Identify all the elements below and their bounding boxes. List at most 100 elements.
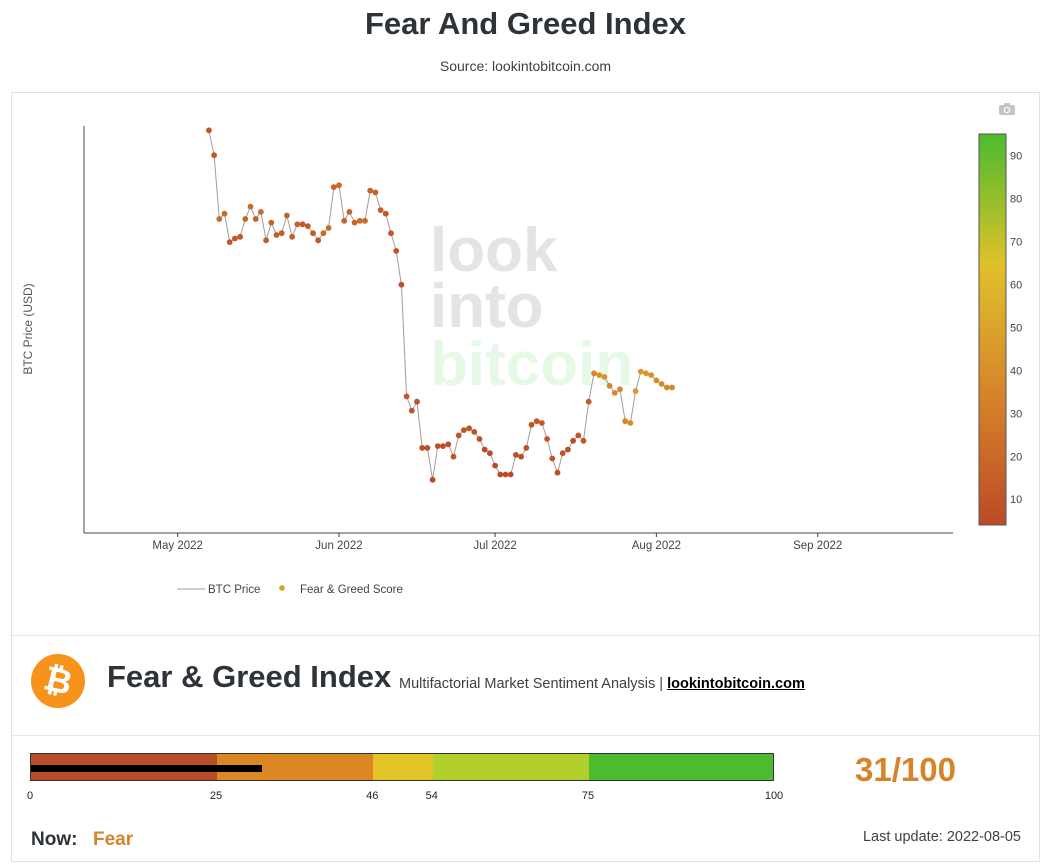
fear-greed-point[interactable] <box>362 217 368 224</box>
fear-greed-point[interactable] <box>424 445 431 451</box>
fear-greed-point[interactable] <box>476 436 483 442</box>
fear-greed-point[interactable] <box>596 372 603 378</box>
fear-greed-point[interactable] <box>310 230 316 237</box>
fear-greed-point[interactable] <box>663 384 670 391</box>
fear-greed-point[interactable] <box>585 398 592 405</box>
fear-greed-point[interactable] <box>648 372 655 378</box>
fear-greed-point[interactable] <box>325 225 332 231</box>
fear-greed-point[interactable] <box>403 393 410 400</box>
fear-greed-point[interactable] <box>445 441 452 448</box>
fear-greed-point[interactable] <box>565 446 571 453</box>
fear-greed-point[interactable] <box>513 452 519 458</box>
fear-greed-point[interactable] <box>606 382 613 389</box>
fear-greed-point[interactable] <box>528 421 535 428</box>
legend-score-label[interactable]: Fear & Greed Score <box>300 584 403 596</box>
fear-greed-point[interactable] <box>247 203 254 210</box>
fear-greed-point[interactable] <box>278 230 285 237</box>
fear-greed-point[interactable] <box>466 425 472 432</box>
fear-greed-point[interactable] <box>669 384 675 391</box>
price-chart[interactable]: lookintobitcoin BTC Price (USD) May 2022 Ju… <box>12 93 1041 636</box>
fear-greed-point[interactable] <box>356 217 363 224</box>
fear-greed-point[interactable] <box>273 232 280 238</box>
fear-greed-point[interactable] <box>232 235 238 242</box>
fear-greed-point[interactable] <box>455 432 462 439</box>
fear-greed-point[interactable] <box>523 445 530 451</box>
fear-greed-point[interactable] <box>497 471 504 478</box>
fear-greed-point[interactable] <box>533 418 540 425</box>
fear-greed-point[interactable] <box>372 189 379 196</box>
fear-greed-point[interactable] <box>518 453 524 460</box>
fear-greed-point[interactable] <box>575 432 582 439</box>
fear-greed-point[interactable] <box>450 453 457 460</box>
fear-greed-point[interactable] <box>341 217 348 224</box>
gauge-segment <box>589 754 773 780</box>
fear-greed-point[interactable] <box>258 209 264 215</box>
fear-greed-point[interactable] <box>627 420 634 426</box>
fear-greed-point[interactable] <box>434 443 441 449</box>
fear-greed-point[interactable] <box>502 471 509 478</box>
fear-greed-point[interactable] <box>622 418 629 425</box>
fear-greed-point[interactable] <box>382 210 389 217</box>
fear-greed-point[interactable] <box>601 374 608 380</box>
fear-greed-point[interactable] <box>242 216 249 222</box>
fear-greed-point[interactable] <box>637 368 644 375</box>
fear-greed-point[interactable] <box>304 223 311 230</box>
fear-greed-point[interactable] <box>346 209 353 215</box>
fear-greed-point[interactable] <box>330 184 337 190</box>
camera-icon[interactable] <box>998 102 1016 116</box>
fear-greed-point[interactable] <box>658 381 665 387</box>
fear-greed-point[interactable] <box>539 420 545 426</box>
fear-greed-point[interactable] <box>617 386 623 393</box>
fear-greed-point[interactable] <box>492 462 498 469</box>
fear-greed-point[interactable] <box>367 187 374 194</box>
fear-greed-point[interactable] <box>336 182 342 189</box>
fear-greed-point[interactable] <box>408 407 415 414</box>
fear-greed-point[interactable] <box>206 127 212 134</box>
fear-greed-point[interactable] <box>315 237 322 244</box>
fear-greed-point[interactable] <box>216 216 223 222</box>
fear-greed-point[interactable] <box>611 390 618 396</box>
x-tick-label: Sep 2022 <box>793 540 842 552</box>
fear-greed-point[interactable] <box>507 471 514 478</box>
fear-greed-point[interactable] <box>221 210 228 217</box>
fear-greed-point[interactable] <box>252 216 259 222</box>
fear-greed-point[interactable] <box>461 427 467 433</box>
fear-greed-point[interactable] <box>294 221 301 228</box>
fear-greed-point[interactable] <box>440 443 446 449</box>
last-update: Last update: 2022-08-05 <box>862 829 1021 845</box>
fear-greed-point[interactable] <box>481 446 488 453</box>
fear-greed-point[interactable] <box>559 450 566 457</box>
fear-greed-point[interactable] <box>226 239 233 246</box>
fear-greed-point[interactable] <box>398 281 405 288</box>
fear-greed-point[interactable] <box>237 233 244 240</box>
fear-greed-point[interactable] <box>284 212 290 219</box>
fear-greed-point[interactable] <box>263 237 269 244</box>
gauge-tick-label: 100 <box>764 790 784 802</box>
lookintobitcoin-link[interactable]: lookintobitcoin.com <box>667 676 805 692</box>
fear-greed-point[interactable] <box>289 233 295 240</box>
fear-greed-point[interactable] <box>414 398 420 405</box>
fear-greed-point[interactable] <box>471 429 478 435</box>
fear-greed-point[interactable] <box>580 437 587 444</box>
fear-greed-point[interactable] <box>351 219 358 226</box>
fear-greed-point[interactable] <box>320 230 327 237</box>
fear-greed-point[interactable] <box>299 221 306 228</box>
fear-greed-point[interactable] <box>653 377 660 384</box>
fear-greed-point[interactable] <box>487 450 493 457</box>
fear-greed-point[interactable] <box>549 455 556 462</box>
fear-greed-point[interactable] <box>388 230 394 237</box>
legend-price-label[interactable]: BTC Price <box>208 584 260 596</box>
fear-greed-point[interactable] <box>544 436 550 442</box>
fear-greed-point[interactable] <box>591 370 597 377</box>
y-axis-label: BTC Price (USD) <box>21 283 35 374</box>
fear-greed-point[interactable] <box>429 476 436 483</box>
fear-greed-point[interactable] <box>211 152 218 159</box>
fear-greed-point[interactable] <box>377 207 384 213</box>
fear-greed-point[interactable] <box>554 469 561 476</box>
fear-greed-point[interactable] <box>632 388 639 394</box>
fear-greed-point[interactable] <box>393 248 400 254</box>
fear-greed-point[interactable] <box>570 437 576 444</box>
fear-greed-point[interactable] <box>268 219 275 226</box>
fear-greed-point[interactable] <box>643 370 649 377</box>
fear-greed-point[interactable] <box>419 445 426 451</box>
